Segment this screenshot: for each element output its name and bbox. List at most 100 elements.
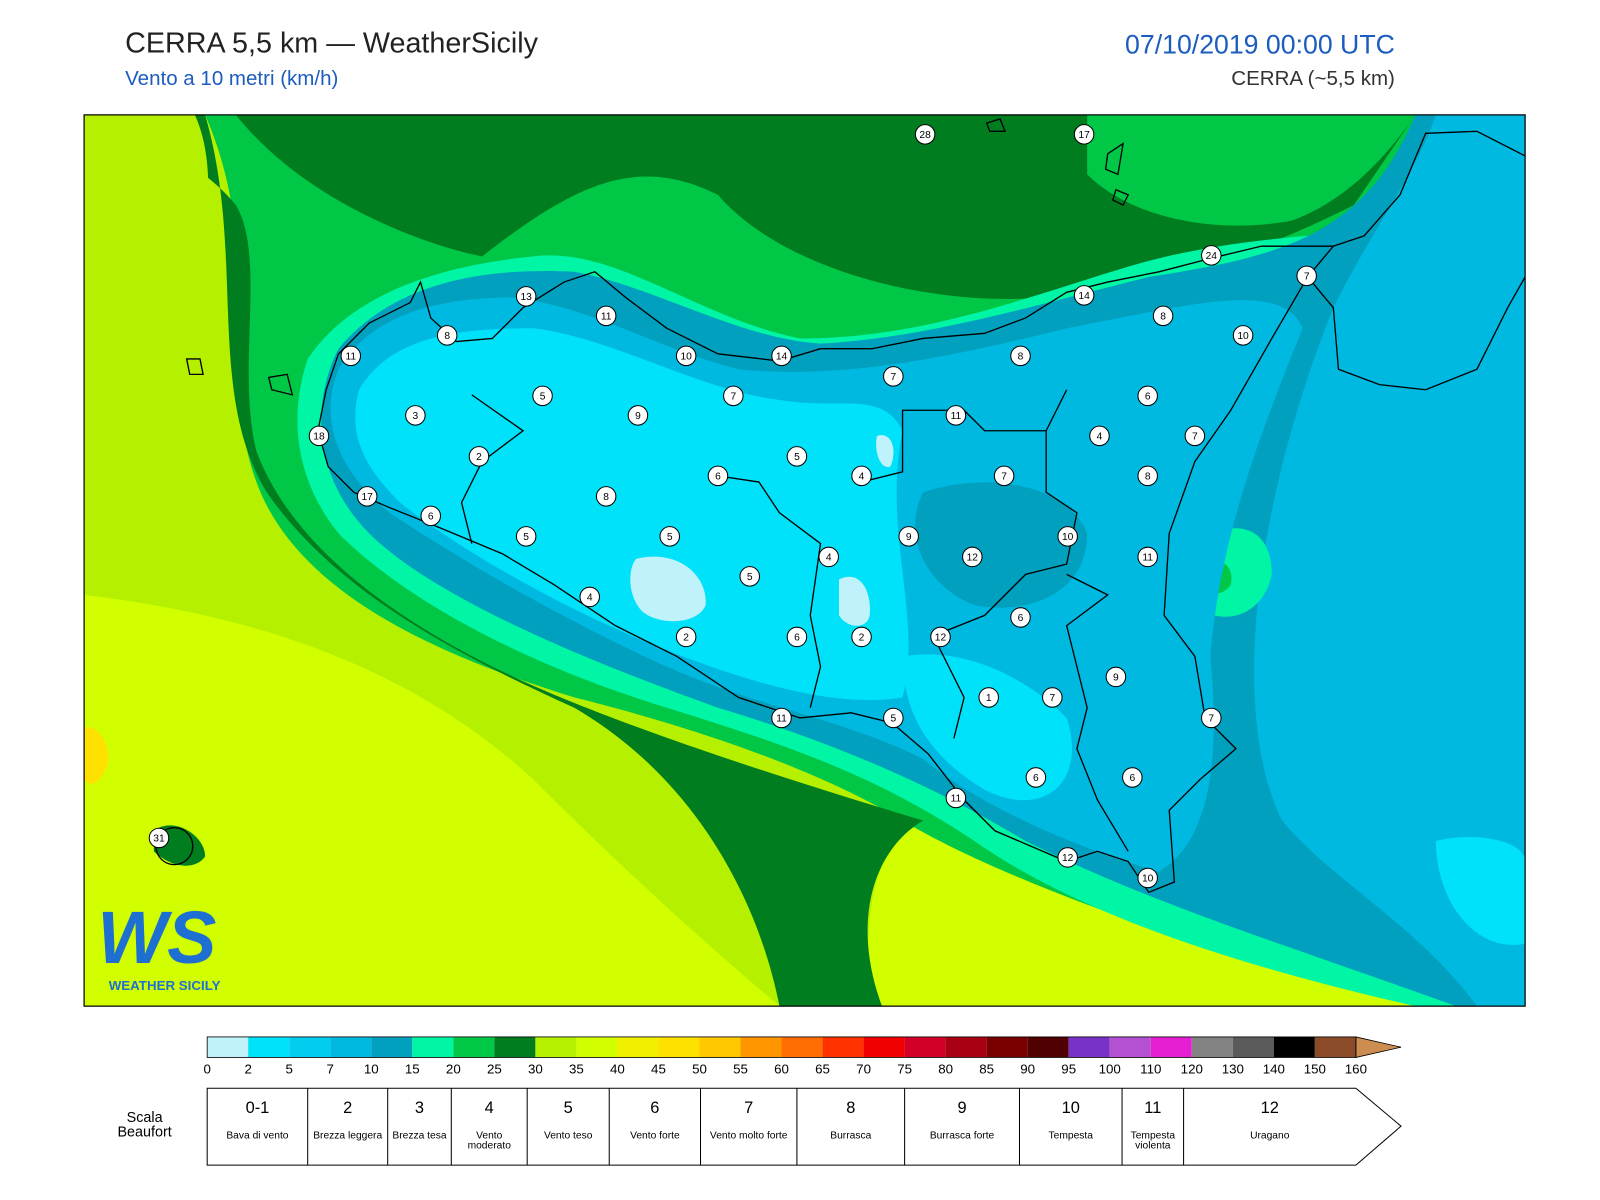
colorbar: 0 2 5 7 10 15 20 25 30 35 40 45 50 55 60 65 70 75 80 85 90 95… [203, 1036, 1402, 1076]
station-marker [148, 827, 170, 849]
colorbar-tick-label: 100 [1099, 1061, 1121, 1076]
station-marker [627, 405, 649, 426]
station-marker [818, 546, 839, 568]
station-value: 11 [776, 714, 787, 725]
color-box [1027, 1036, 1069, 1058]
beaufort-label: Brezza leggera [313, 1130, 383, 1142]
beaufort-outline [206, 1087, 1402, 1166]
datetime: 07/10/2019 00:00 UTC [1125, 28, 1395, 60]
beaufort-force: 9 [957, 1099, 967, 1117]
logo-letters: WS [97, 896, 216, 979]
beaufort-force: 12 [1260, 1099, 1279, 1117]
color-box [740, 1036, 782, 1058]
station-value: 8 [1018, 352, 1024, 363]
colorbar-tick-label: 60 [774, 1061, 789, 1076]
station-marker [308, 425, 330, 447]
station-value: 7 [730, 392, 736, 403]
station-value: 8 [603, 492, 609, 503]
station-marker [786, 446, 808, 467]
station-value: 12 [1062, 853, 1074, 864]
color-box [1232, 1036, 1274, 1058]
wind-field [84, 114, 1526, 1007]
color-box [207, 1036, 249, 1058]
colorbar-tick-label: 150 [1304, 1061, 1326, 1076]
color-box [1191, 1036, 1233, 1058]
station-marker [883, 366, 904, 387]
station-value: 2 [476, 452, 482, 463]
station-value: 7 [1001, 472, 1007, 483]
color-box [1068, 1036, 1110, 1058]
station-value: 5 [747, 572, 753, 583]
station-value: 4 [859, 472, 865, 483]
beaufort-label: Tempesta [1048, 1130, 1093, 1142]
beaufort-level: 2 Brezza leggera [308, 1088, 388, 1165]
station-value: 18 [313, 432, 325, 443]
station-value: 2 [683, 633, 689, 644]
station-marker [1025, 767, 1047, 788]
colorbar-tick-label: 55 [733, 1061, 748, 1076]
station-value: 6 [715, 472, 721, 483]
station-value: 8 [1160, 312, 1166, 323]
station-marker [771, 707, 792, 729]
station-marker [1073, 285, 1095, 306]
station-marker [962, 546, 983, 568]
colorbar-tick-label: 20 [446, 1061, 461, 1076]
color-box [658, 1036, 700, 1058]
station-value: 5 [667, 532, 673, 543]
beaufort-force: 3 [414, 1099, 425, 1117]
station-marker [883, 707, 904, 729]
logo-name: WEATHER SICILY [109, 978, 221, 993]
beaufort-label: Brezza tesa [392, 1130, 447, 1142]
colorbar-tick-label: 15 [405, 1061, 420, 1076]
beaufort-title: Scala Beaufort [117, 1108, 172, 1140]
beaufort-force: 4 [484, 1099, 494, 1117]
color-box [781, 1036, 823, 1058]
color-box [822, 1036, 864, 1058]
beaufort-level: 6 Vento forte [609, 1088, 700, 1165]
station-value: 10 [1142, 874, 1154, 885]
station-value: 9 [906, 532, 912, 543]
station-marker [1122, 767, 1143, 788]
colorbar-tick-label: 5 [286, 1061, 293, 1076]
beaufort-force: 6 [650, 1099, 660, 1117]
station-value: 13 [520, 292, 532, 303]
station-marker [1010, 607, 1031, 628]
map-frame [83, 114, 1526, 1007]
beaufort-level: 0-1 Bava di vento [207, 1088, 308, 1165]
station-marker [898, 526, 919, 547]
station-value: 9 [1113, 673, 1119, 684]
station-marker [675, 345, 697, 367]
color-arrow [1355, 1036, 1402, 1058]
colorbar-tick-label: 0 [203, 1061, 210, 1076]
color-box [371, 1036, 413, 1058]
station-value: 5 [890, 714, 896, 725]
station-value: 17 [1078, 130, 1090, 141]
station-marker [579, 586, 600, 608]
station-value: 14 [1078, 291, 1090, 302]
station-value: 10 [680, 352, 692, 363]
color-box [1150, 1036, 1192, 1058]
station-value: 6 [1129, 773, 1135, 784]
station-value: 10 [1062, 532, 1074, 543]
station-marker [851, 626, 872, 648]
beaufort-level: 8 Burrasca [797, 1088, 905, 1165]
color-box [453, 1036, 495, 1058]
station-marker [1089, 425, 1110, 447]
colorbar-tick-label: 10 [364, 1061, 379, 1076]
color-box [1273, 1036, 1315, 1058]
station-marker [515, 286, 537, 307]
station-value: 8 [444, 331, 450, 342]
beaufort-frame [206, 1087, 1402, 1166]
station-value: 31 [153, 834, 165, 845]
beaufort-force: 8 [846, 1099, 856, 1117]
station-value: 4 [1097, 432, 1103, 443]
station-marker [914, 124, 936, 145]
station-marker [595, 486, 617, 507]
colorbar-tick-label: 2 [244, 1061, 251, 1076]
station-value: 28 [919, 130, 931, 141]
colorbar-tick-label: 110 [1140, 1061, 1161, 1076]
station-value: 6 [794, 633, 800, 644]
station-marker [532, 385, 553, 407]
station-value: 17 [361, 492, 373, 503]
